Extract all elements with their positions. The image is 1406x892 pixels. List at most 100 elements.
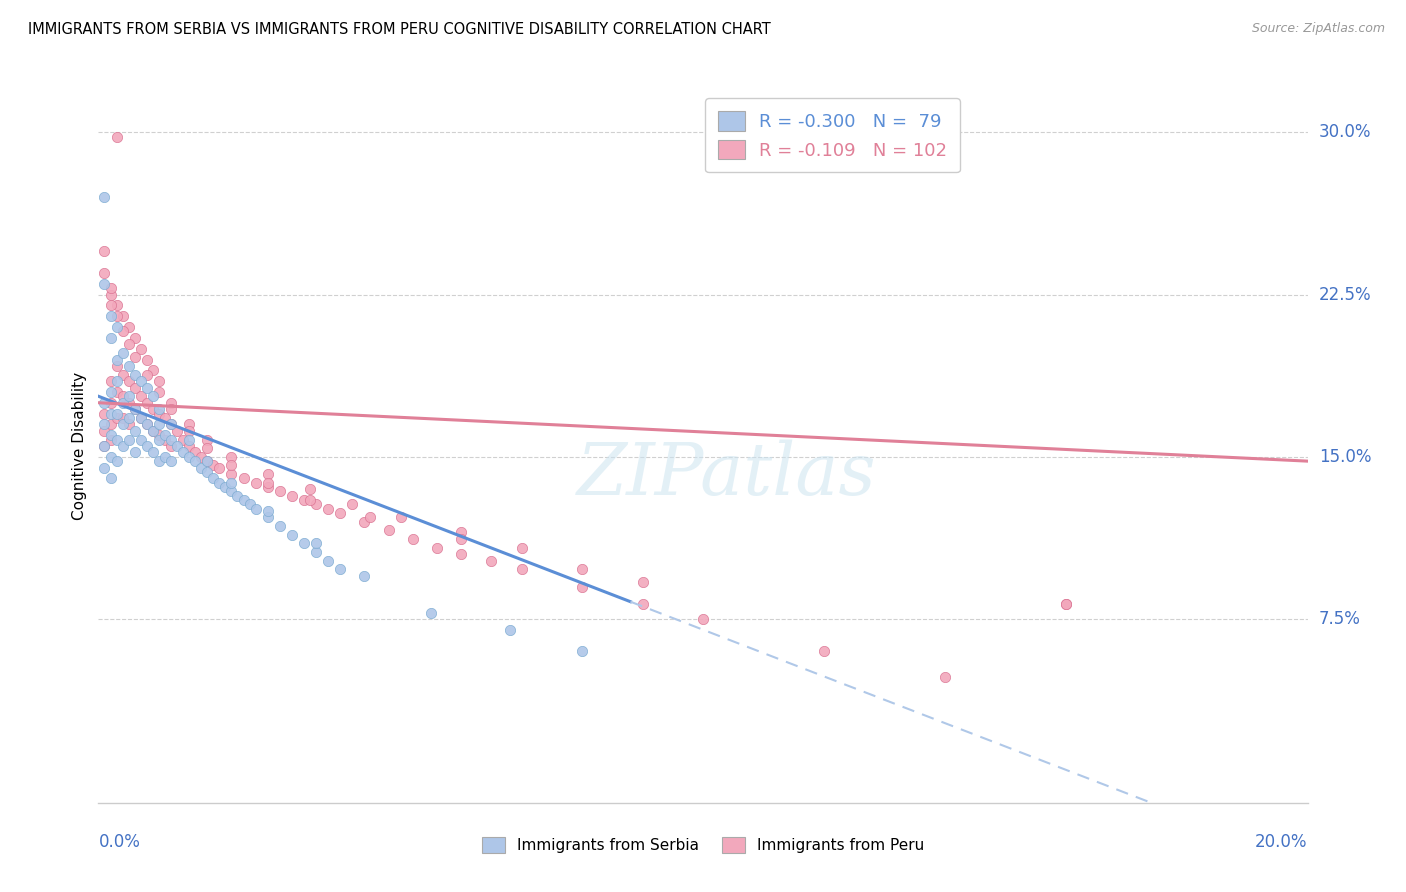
- Point: [269, 519, 291, 533]
- Text: 7.5%: 7.5%: [1319, 610, 1361, 628]
- Point: [100, 450, 122, 464]
- Point: [118, 396, 141, 410]
- Point: [111, 439, 134, 453]
- Point: [93, 439, 115, 453]
- Text: 30.0%: 30.0%: [1319, 123, 1371, 142]
- Point: [111, 310, 134, 324]
- Point: [305, 545, 328, 559]
- Point: [153, 433, 176, 447]
- Point: [342, 497, 364, 511]
- Point: [281, 489, 304, 503]
- Point: [124, 402, 146, 417]
- Point: [142, 445, 165, 459]
- Point: [221, 450, 243, 464]
- Point: [105, 410, 128, 425]
- Point: [100, 310, 122, 324]
- Point: [190, 450, 212, 464]
- Point: [160, 439, 183, 453]
- Point: [377, 524, 399, 538]
- Point: [148, 384, 170, 399]
- Point: [93, 396, 115, 410]
- Point: [208, 460, 231, 475]
- Point: [100, 331, 122, 345]
- Point: [135, 417, 157, 432]
- Point: [135, 439, 157, 453]
- Point: [269, 484, 291, 499]
- Text: 0.0%: 0.0%: [98, 833, 141, 851]
- Point: [135, 352, 157, 367]
- Point: [153, 410, 176, 425]
- Point: [100, 417, 122, 432]
- Point: [148, 433, 170, 447]
- Point: [232, 471, 254, 485]
- Text: ZIPatlas: ZIPatlas: [578, 439, 877, 510]
- Point: [498, 623, 520, 637]
- Point: [232, 493, 254, 508]
- Text: 22.5%: 22.5%: [1319, 285, 1371, 303]
- Point: [118, 433, 141, 447]
- Point: [571, 580, 593, 594]
- Point: [177, 433, 201, 447]
- Point: [305, 497, 328, 511]
- Point: [692, 612, 714, 626]
- Point: [245, 501, 267, 516]
- Point: [256, 467, 278, 482]
- Point: [124, 445, 146, 459]
- Point: [142, 424, 165, 438]
- Point: [135, 396, 157, 410]
- Point: [208, 475, 231, 490]
- Point: [100, 374, 122, 388]
- Point: [148, 417, 170, 432]
- Point: [129, 374, 152, 388]
- Point: [160, 433, 183, 447]
- Point: [329, 506, 352, 520]
- Point: [111, 325, 134, 339]
- Point: [118, 359, 141, 373]
- Point: [142, 363, 165, 377]
- Point: [934, 670, 956, 684]
- Point: [419, 606, 441, 620]
- Point: [118, 337, 141, 351]
- Point: [221, 475, 243, 490]
- Point: [93, 460, 115, 475]
- Point: [299, 482, 322, 496]
- Point: [195, 433, 218, 447]
- Point: [184, 454, 207, 468]
- Legend: Immigrants from Serbia, Immigrants from Peru: Immigrants from Serbia, Immigrants from …: [475, 831, 931, 859]
- Point: [221, 484, 243, 499]
- Point: [142, 424, 165, 438]
- Point: [124, 381, 146, 395]
- Point: [100, 298, 122, 312]
- Point: [245, 475, 267, 490]
- Point: [510, 562, 533, 576]
- Point: [105, 384, 128, 399]
- Point: [353, 515, 375, 529]
- Point: [93, 417, 115, 432]
- Point: [160, 417, 183, 432]
- Point: [105, 310, 128, 324]
- Point: [402, 532, 425, 546]
- Point: [118, 417, 141, 432]
- Point: [153, 450, 176, 464]
- Point: [100, 281, 122, 295]
- Point: [129, 410, 152, 425]
- Point: [93, 407, 115, 421]
- Point: [124, 424, 146, 438]
- Point: [93, 439, 115, 453]
- Point: [190, 460, 212, 475]
- Point: [450, 547, 472, 561]
- Point: [214, 480, 236, 494]
- Point: [148, 402, 170, 417]
- Point: [177, 450, 201, 464]
- Point: [111, 346, 134, 360]
- Point: [129, 342, 152, 356]
- Point: [160, 402, 183, 417]
- Point: [329, 562, 352, 576]
- Point: [148, 407, 170, 421]
- Point: [129, 410, 152, 425]
- Point: [105, 352, 128, 367]
- Text: Source: ZipAtlas.com: Source: ZipAtlas.com: [1251, 22, 1385, 36]
- Point: [105, 320, 128, 334]
- Text: 20.0%: 20.0%: [1256, 833, 1308, 851]
- Point: [299, 493, 322, 508]
